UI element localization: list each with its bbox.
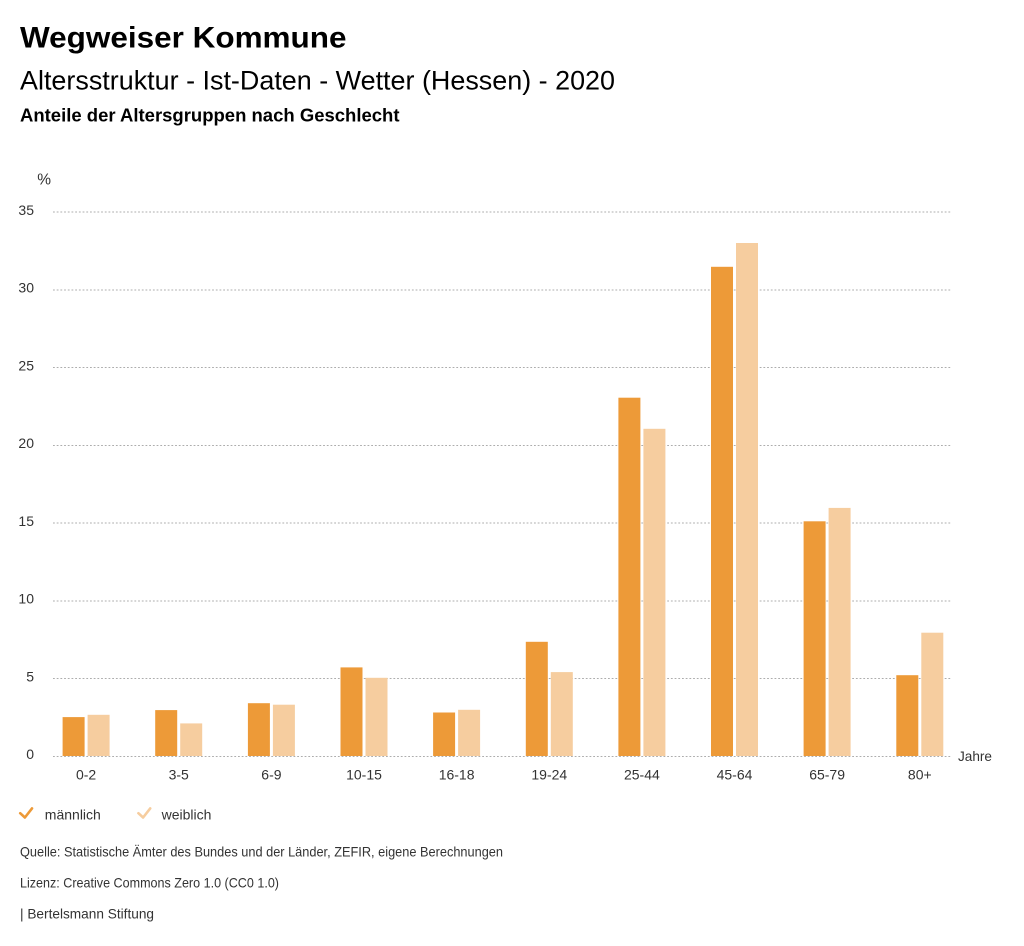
svg-text:3-5: 3-5 — [169, 766, 189, 782]
svg-text:65-79: 65-79 — [809, 766, 845, 782]
svg-text:Anteile der Altersgruppen nach: Anteile der Altersgruppen nach Geschlech… — [20, 106, 400, 126]
svg-text:20: 20 — [18, 435, 34, 451]
svg-text:Wegweiser Kommune: Wegweiser Kommune — [20, 22, 347, 55]
svg-text:%: % — [37, 172, 51, 189]
svg-text:25: 25 — [18, 357, 34, 373]
svg-text:Jahre: Jahre — [958, 748, 992, 764]
svg-text:weiblich: weiblich — [161, 807, 212, 823]
svg-text:30: 30 — [18, 280, 34, 296]
svg-text:Lizenz: Creative Commons Zero: Lizenz: Creative Commons Zero 1.0 (CC0 1… — [20, 875, 279, 891]
svg-text:0-2: 0-2 — [76, 766, 96, 782]
svg-text:16-18: 16-18 — [439, 766, 475, 782]
svg-text:10-15: 10-15 — [346, 766, 382, 782]
svg-text:0: 0 — [26, 746, 34, 762]
svg-text:80+: 80+ — [908, 766, 932, 782]
svg-text:35: 35 — [18, 202, 34, 218]
svg-text:45-64: 45-64 — [717, 766, 753, 782]
svg-text:Quelle: Statistische Ämter des: Quelle: Statistische Ämter des Bundes un… — [20, 843, 503, 859]
svg-text:25-44: 25-44 — [624, 766, 660, 782]
svg-text:5: 5 — [26, 668, 34, 684]
svg-text:| Bertelsmann Stiftung: | Bertelsmann Stiftung — [20, 906, 154, 922]
svg-text:6-9: 6-9 — [261, 766, 281, 782]
svg-text:15: 15 — [18, 513, 34, 529]
svg-text:Altersstruktur - Ist-Daten - W: Altersstruktur - Ist-Daten - Wetter (Hes… — [20, 66, 615, 96]
svg-text:10: 10 — [18, 591, 34, 607]
svg-text:19-24: 19-24 — [531, 766, 567, 782]
svg-text:männlich: männlich — [45, 807, 101, 823]
